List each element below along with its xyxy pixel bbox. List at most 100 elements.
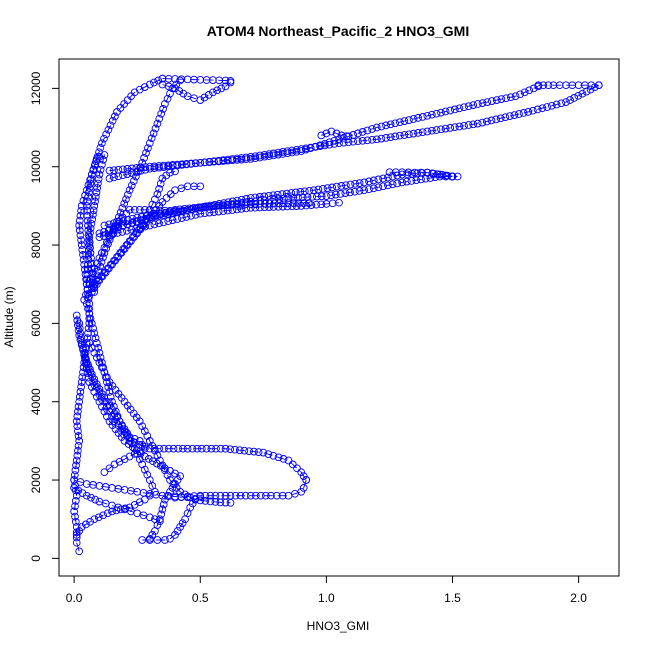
data-point (85, 339, 94, 347)
data-point (135, 437, 144, 445)
data-point (405, 116, 413, 124)
data-point (97, 257, 106, 266)
data-point (82, 491, 91, 500)
data-point (432, 109, 441, 118)
data-point (84, 295, 93, 303)
data-point (319, 184, 327, 193)
data-point (460, 103, 468, 112)
data-point (331, 190, 340, 199)
data-point (428, 110, 436, 119)
data-point (283, 147, 292, 156)
data-point (196, 75, 205, 84)
data-point (269, 191, 278, 200)
data-point (161, 208, 170, 217)
data-point (403, 170, 411, 179)
data-point (221, 82, 230, 91)
data-point (83, 270, 92, 279)
data-point (99, 511, 107, 520)
data-point (86, 314, 95, 323)
data-point (173, 215, 182, 223)
data-point (193, 444, 201, 453)
data-point (120, 425, 129, 433)
data-point (75, 226, 84, 235)
data-point (221, 76, 230, 85)
data-point (95, 229, 104, 238)
data-point (95, 170, 104, 179)
data-point (322, 129, 331, 138)
data-point (204, 91, 213, 99)
data-point (79, 255, 88, 264)
data-point (337, 131, 346, 140)
data-point (409, 115, 418, 123)
series-7 (158, 78, 235, 104)
data-point (90, 348, 99, 357)
data-point (219, 207, 228, 215)
data-point (231, 491, 240, 500)
data-point (71, 497, 80, 505)
data-point (302, 201, 311, 210)
data-point (77, 202, 86, 210)
data-point (82, 280, 91, 289)
data-point (547, 101, 556, 110)
data-point (86, 179, 95, 188)
data-point (177, 493, 186, 501)
data-point (185, 204, 194, 213)
data-point (242, 204, 250, 213)
data-point (274, 202, 283, 211)
data-point (136, 223, 145, 232)
data-point (92, 157, 100, 165)
data-point (84, 231, 93, 240)
data-point (543, 103, 551, 111)
data-point (89, 210, 97, 219)
data-point (209, 76, 217, 84)
data-point (379, 174, 387, 183)
series-16 (95, 198, 343, 242)
data-point (202, 444, 211, 453)
data-point (155, 114, 164, 123)
data-point (83, 197, 92, 206)
data-point (492, 115, 500, 124)
data-point (210, 208, 218, 216)
data-point (405, 130, 413, 139)
data-point (89, 166, 98, 174)
data-point (308, 192, 317, 201)
data-point (90, 515, 99, 524)
data-point (74, 441, 83, 450)
data-point (84, 304, 92, 313)
x-tick-label: 0.0 (66, 591, 83, 605)
data-point (86, 224, 95, 233)
data-point (237, 154, 246, 162)
data-point (409, 129, 418, 138)
data-point (446, 106, 455, 115)
data-point (90, 161, 99, 170)
data-point (92, 188, 101, 197)
data-point (374, 183, 383, 192)
data-point (414, 129, 422, 137)
data-point (358, 136, 367, 145)
data-point (166, 534, 174, 543)
data-point (483, 117, 491, 126)
data-point (354, 137, 362, 146)
data-point (251, 152, 260, 161)
data-point (178, 519, 187, 527)
data-point (153, 536, 162, 544)
data-point (328, 183, 336, 192)
data-point (187, 160, 195, 168)
data-point (223, 200, 232, 209)
data-point (216, 444, 225, 453)
data-point (140, 427, 149, 435)
y-tick-label: 12000 (29, 71, 43, 105)
data-point (469, 101, 478, 109)
data-point (108, 397, 116, 406)
data-point (123, 190, 132, 199)
x-tick-label: 0.5 (192, 591, 209, 605)
data-point (161, 466, 169, 475)
data-point (386, 133, 395, 142)
data-point (269, 451, 278, 460)
data-point (173, 527, 182, 535)
data-point (173, 476, 182, 484)
data-point (460, 121, 468, 130)
data-point (574, 91, 583, 100)
data-point (106, 121, 115, 130)
data-point (223, 206, 232, 215)
